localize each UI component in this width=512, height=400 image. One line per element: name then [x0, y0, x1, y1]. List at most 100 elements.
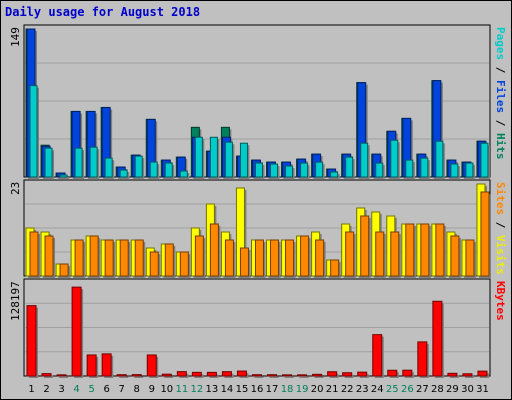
x-tick-label: 14 — [221, 384, 234, 395]
kbytes-bar — [402, 369, 413, 377]
legend-entry: Files — [494, 80, 507, 114]
sites-bar — [59, 263, 69, 277]
legend-entry: KBytes — [494, 281, 507, 321]
pages-bar — [164, 162, 173, 178]
kbytes-bar — [101, 353, 112, 377]
x-tick-label: 7 — [119, 384, 125, 395]
sites-bar — [164, 243, 174, 277]
kbytes-bar — [432, 300, 443, 377]
kbytes-bar — [41, 373, 52, 377]
x-tick-label: 5 — [88, 384, 94, 395]
sites-bar — [239, 247, 249, 277]
sites-bar — [29, 231, 39, 277]
sites-bar — [435, 223, 445, 277]
x-tick-label: 21 — [326, 384, 339, 395]
kbytes-bar — [251, 374, 262, 377]
sites-bar — [149, 251, 159, 277]
x-tick-label: 8 — [134, 384, 140, 395]
kbytes-bar — [312, 373, 323, 377]
x-tick-label: 22 — [341, 384, 354, 395]
legend-entry: / — [494, 215, 507, 235]
kbytes-bar — [86, 354, 97, 377]
pages-bar — [300, 162, 309, 178]
pages-bar — [480, 142, 489, 178]
sites-bar — [224, 239, 234, 277]
pages-bar — [465, 162, 474, 178]
sites-bar — [134, 239, 144, 277]
sites-bar — [420, 223, 430, 277]
pages-bar — [330, 171, 339, 178]
sites-bar — [480, 191, 490, 277]
kbytes-bar — [327, 371, 338, 377]
x-tick-label: 23 — [356, 384, 369, 395]
x-tick-label: 6 — [103, 384, 109, 395]
sites-bar — [300, 235, 310, 277]
x-tick-label: 10 — [160, 384, 173, 395]
kbytes-bar — [477, 370, 488, 377]
sites-bar — [74, 239, 84, 277]
kbytes-bar — [56, 374, 67, 377]
pages-bar — [254, 162, 263, 178]
x-tick-label: 20 — [311, 384, 324, 395]
sites-bar — [375, 231, 385, 277]
pages-bar — [405, 159, 414, 178]
kbytes-bar — [131, 374, 142, 377]
x-tick-label: 3 — [58, 384, 64, 395]
sites-bar — [345, 231, 355, 277]
pages-bar — [59, 174, 68, 178]
pages-bar — [390, 139, 399, 178]
pages-bar — [239, 142, 248, 178]
sites-bar — [450, 235, 460, 277]
sites-bar — [285, 239, 295, 277]
legend-entry: / — [494, 113, 507, 133]
sites-bar — [390, 231, 400, 277]
pages-bar — [420, 157, 429, 178]
legend-entry: Hits — [494, 133, 507, 160]
sites-bar — [330, 259, 340, 277]
middle-panel-max-label: 23 — [9, 181, 22, 195]
kbytes-bar — [236, 370, 247, 377]
x-tick-label: 4 — [73, 384, 79, 395]
pages-bar — [360, 142, 369, 178]
kbytes-bar — [206, 371, 217, 377]
x-tick-label: 29 — [446, 384, 459, 395]
x-tick-label: 16 — [251, 384, 264, 395]
x-tick-label: 12 — [191, 384, 204, 395]
top-panel-max-label: 149 — [9, 27, 22, 47]
pages-bar — [179, 170, 188, 178]
pages-bar — [450, 163, 459, 178]
kbytes-bar — [462, 373, 473, 377]
x-tick-label: 28 — [431, 384, 444, 395]
kbytes-bar — [387, 369, 398, 377]
kbytes-bar — [221, 371, 232, 377]
kbytes-bar — [116, 374, 127, 377]
bottom-panel-legend: KBytes — [494, 281, 507, 321]
pages-bar — [345, 156, 354, 178]
kbytes-bar — [176, 371, 187, 377]
kbytes-bar — [357, 371, 368, 377]
kbytes-bar — [282, 374, 293, 377]
x-tick-label: 25 — [386, 384, 399, 395]
sites-bar — [209, 223, 219, 277]
kbytes-bar — [161, 373, 172, 377]
top-panel-legend: Pages / Files / Hits — [494, 27, 507, 160]
sites-bar — [254, 239, 264, 277]
x-tick-label: 26 — [401, 384, 414, 395]
x-tick-label: 13 — [206, 384, 219, 395]
x-tick-label: 2 — [43, 384, 49, 395]
kbytes-bar — [297, 374, 308, 377]
bottom-panel-max-label: 128197 — [9, 281, 22, 321]
kbytes-bar — [146, 354, 157, 377]
pages-bar — [119, 169, 128, 178]
kbytes-bar — [342, 372, 353, 377]
pages-bar — [270, 163, 279, 178]
x-tick-label: 9 — [149, 384, 155, 395]
pages-bar — [134, 155, 143, 178]
sites-bar — [119, 239, 129, 277]
pages-bar — [89, 146, 98, 178]
kbytes-bar — [372, 334, 383, 377]
x-tick-label: 27 — [416, 384, 429, 395]
sites-bar — [270, 239, 280, 277]
pages-bar — [375, 162, 384, 178]
